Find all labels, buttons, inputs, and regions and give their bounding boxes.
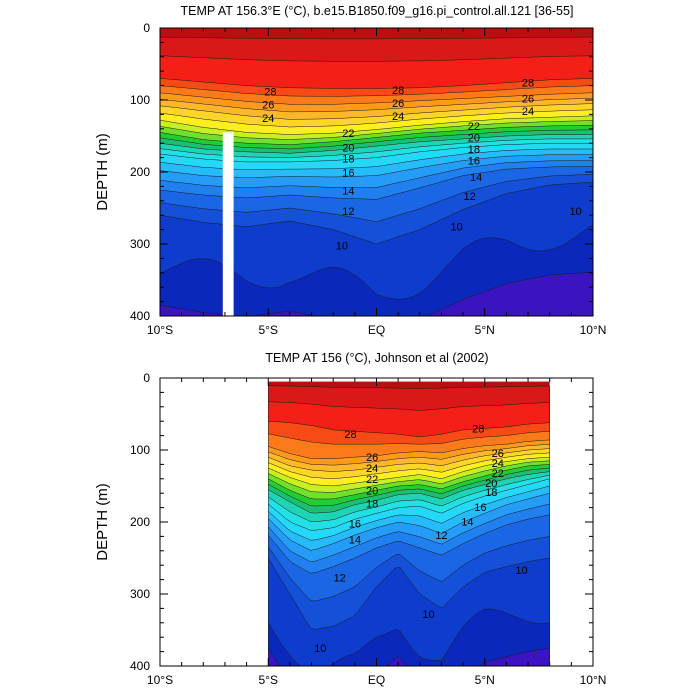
contour-label: 26 bbox=[522, 94, 534, 106]
y-tick-label: 200 bbox=[130, 165, 150, 179]
x-tick-label: 5°N bbox=[475, 673, 495, 687]
contour-label: 16 bbox=[342, 168, 354, 180]
contour-label: 24 bbox=[522, 106, 534, 118]
contour-label: 26 bbox=[262, 99, 274, 111]
x-tick-label: 5°S bbox=[259, 323, 278, 337]
contour-label: 24 bbox=[262, 113, 274, 125]
contour-label: 14 bbox=[342, 186, 354, 198]
x-tick-label: EQ bbox=[368, 673, 385, 687]
y-tick-label: 400 bbox=[130, 309, 150, 323]
panel-title: TEMP AT 156 (°C), Johnson et al (2002) bbox=[265, 351, 488, 365]
contour-label: 16 bbox=[349, 518, 361, 530]
contour-label: 22 bbox=[492, 468, 504, 480]
axes: 10°S 5°S EQ 5°N 10°N 0 100 200 300 400 bbox=[130, 21, 606, 337]
x-tick-label: EQ bbox=[368, 323, 385, 337]
panel-model: TEMP AT 156.3°E (°C), b.e15.B1850.f09_g1… bbox=[94, 4, 606, 337]
x-tick-label: 10°N bbox=[580, 673, 607, 687]
contour-label: 18 bbox=[366, 498, 378, 510]
contour-label: 14 bbox=[470, 172, 482, 184]
contour-label: 18 bbox=[468, 144, 480, 156]
contour-label: 28 bbox=[344, 429, 356, 441]
y-axis-label: DEPTH (m) bbox=[94, 483, 111, 561]
contour-label: 16 bbox=[474, 502, 486, 514]
contour-label: 20 bbox=[342, 143, 354, 155]
x-tick-label: 5°N bbox=[475, 323, 495, 337]
contour-label: 12 bbox=[334, 572, 346, 584]
contour-label: 22 bbox=[342, 128, 354, 140]
contour-label: 28 bbox=[264, 86, 276, 98]
x-tick-label: 10°N bbox=[580, 323, 607, 337]
contour-label: 20 bbox=[468, 132, 480, 144]
missing-data-column bbox=[222, 132, 234, 316]
x-tick-label: 5°S bbox=[259, 673, 278, 687]
y-tick-label: 400 bbox=[130, 659, 150, 673]
contour-label: 10 bbox=[314, 643, 326, 655]
contour-label: 24 bbox=[492, 458, 504, 470]
y-tick-label: 100 bbox=[130, 443, 150, 457]
y-tick-label: 300 bbox=[130, 587, 150, 601]
contour-label: 14 bbox=[349, 534, 361, 546]
panel-observations: TEMP AT 156 (°C), Johnson et al (2002) 2… bbox=[94, 351, 606, 687]
contour-label: 10 bbox=[570, 206, 582, 218]
contour-label: 12 bbox=[463, 191, 475, 203]
y-tick-label: 0 bbox=[143, 21, 150, 35]
y-tick-label: 0 bbox=[143, 371, 150, 385]
axes: 10°S 5°S EQ 5°N 10°N 0 100 200 300 400 bbox=[130, 371, 606, 687]
panel-title: TEMP AT 156.3°E (°C), b.e15.B1850.f09_g1… bbox=[181, 4, 574, 18]
contour-label: 10 bbox=[450, 222, 462, 234]
contour-label: 14 bbox=[461, 516, 473, 528]
contour-label: 22 bbox=[468, 121, 480, 133]
contour-label: 26 bbox=[492, 448, 504, 460]
contour-label: 20 bbox=[366, 485, 378, 497]
contour-label: 22 bbox=[366, 474, 378, 486]
contour-label: 26 bbox=[392, 98, 404, 110]
contour-label: 18 bbox=[485, 487, 497, 499]
y-tick-label: 200 bbox=[130, 515, 150, 529]
contour-label: 18 bbox=[342, 153, 354, 165]
contour-label: 10 bbox=[336, 240, 348, 252]
contour-label: 28 bbox=[472, 423, 484, 435]
x-tick-label: 10°S bbox=[147, 323, 173, 337]
y-tick-label: 300 bbox=[130, 237, 150, 251]
contour-label: 16 bbox=[468, 155, 480, 167]
y-axis-label: DEPTH (m) bbox=[94, 133, 111, 211]
contour-label: 28 bbox=[392, 85, 404, 97]
contour-label: 24 bbox=[392, 111, 404, 123]
contour-label: 28 bbox=[522, 78, 534, 90]
contour-label: 12 bbox=[435, 530, 447, 542]
contour-label: 10 bbox=[515, 565, 527, 577]
contour-label: 24 bbox=[366, 463, 378, 475]
y-tick-label: 100 bbox=[130, 93, 150, 107]
contour-label: 26 bbox=[366, 452, 378, 464]
contour-label: 12 bbox=[342, 206, 354, 218]
x-tick-label: 10°S bbox=[147, 673, 173, 687]
contour-label: 20 bbox=[485, 478, 497, 490]
contour-label: 10 bbox=[422, 609, 434, 621]
